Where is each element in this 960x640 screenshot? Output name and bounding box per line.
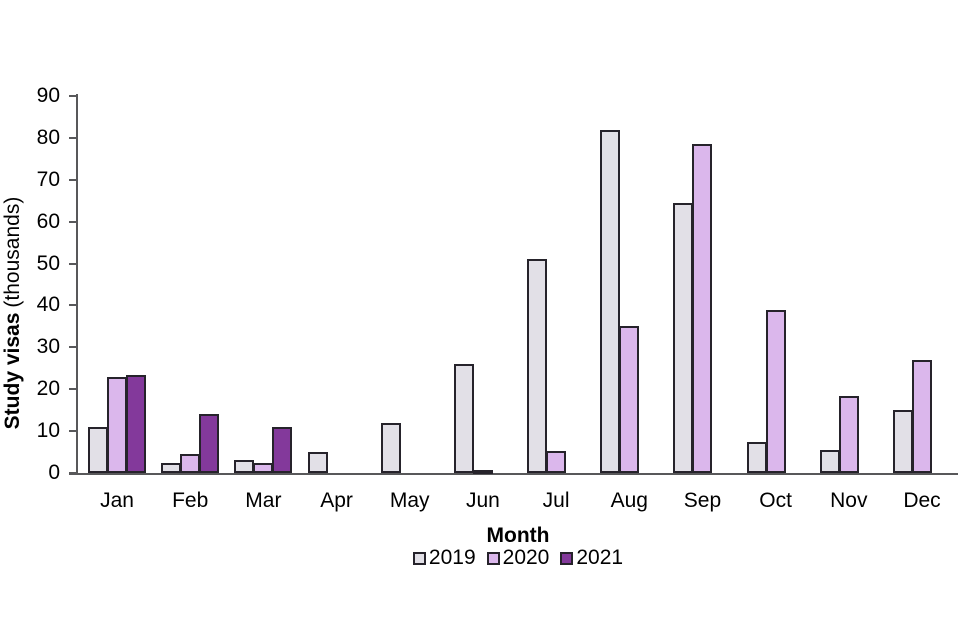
legend-swatch-2020 — [486, 551, 500, 565]
bar-2020-feb — [180, 454, 201, 473]
x-tick-label-oct: Oct — [759, 489, 792, 512]
y-tick — [69, 262, 77, 265]
x-tick-label-jun: Jun — [465, 489, 500, 512]
y-tick — [69, 220, 77, 223]
bar-2020-jan — [107, 377, 127, 473]
x-tick-label-jul: Jul — [542, 489, 570, 512]
y-tick — [69, 472, 77, 474]
y-tick — [69, 346, 77, 349]
legend-label-2020: 2020 — [502, 546, 550, 569]
y-tick — [69, 178, 77, 181]
legend: 2019 2020 2021 — [78, 546, 958, 570]
x-tick-label-feb: Feb — [172, 489, 209, 512]
bar-2021-feb — [199, 414, 220, 473]
bar-2020-sep — [692, 144, 713, 473]
bar-2020-aug — [619, 326, 640, 473]
bar-2019-jun — [453, 364, 474, 473]
bar-2019-aug — [600, 130, 621, 473]
legend-label-2019: 2019 — [428, 546, 476, 569]
bar-2020-jun — [472, 470, 493, 474]
bar-2019-may — [380, 423, 401, 473]
bar-2019-jul — [527, 259, 548, 473]
x-tick-label-aug: Aug — [610, 489, 648, 512]
bar-2020-oct — [765, 310, 786, 473]
bar-2019-jan — [88, 427, 108, 473]
bar-2021-mar — [272, 427, 293, 473]
y-tick-label: 90 — [36, 84, 60, 107]
x-tick-label-nov: Nov — [830, 489, 868, 512]
y-tick — [69, 136, 77, 139]
bar-2019-apr — [307, 452, 328, 473]
bar-2020-mar — [253, 463, 274, 473]
y-tick-label: 40 — [36, 293, 60, 317]
bar-2020-dec — [912, 360, 932, 473]
y-tick — [69, 95, 77, 97]
bar-2020-jul — [546, 451, 567, 473]
bar-2019-dec — [893, 410, 913, 473]
bar-2019-oct — [746, 442, 767, 473]
y-tick-label: 70 — [36, 167, 60, 191]
legend-swatch-2021 — [560, 551, 574, 565]
y-tick-label: 0 — [48, 461, 60, 484]
bar-2020-nov — [838, 396, 859, 473]
bar-2019-sep — [673, 203, 694, 473]
y-tick-label: 30 — [36, 335, 60, 359]
x-tick-label-sep: Sep — [683, 489, 722, 512]
legend-label-2021: 2021 — [576, 546, 624, 569]
y-tick-label: 60 — [36, 209, 60, 233]
y-tick — [69, 388, 77, 391]
x-axis-line — [69, 473, 958, 475]
x-tick-label-apr: Apr — [320, 489, 353, 512]
y-axis-line — [76, 94, 78, 475]
x-tick-label-dec: Dec — [903, 489, 941, 512]
y-tick — [69, 304, 77, 307]
bar-2019-mar — [234, 460, 255, 473]
y-tick-label: 50 — [36, 251, 60, 275]
x-axis-title: Month — [486, 524, 550, 547]
x-tick-label-may: May — [389, 489, 430, 512]
y-tick — [69, 430, 77, 433]
legend-item-2021: 2021 — [560, 547, 623, 569]
y-tick-label: 20 — [36, 377, 60, 401]
legend-swatch-2019 — [412, 551, 426, 565]
bar-2021-jan — [126, 375, 146, 473]
y-tick-label: 10 — [36, 419, 60, 443]
legend-item-2020: 2020 — [486, 546, 550, 569]
bar-2019-feb — [161, 463, 182, 473]
y-tick-label: 80 — [36, 125, 60, 149]
x-tick-label-mar: Mar — [245, 489, 282, 512]
bar-2019-nov — [819, 450, 840, 473]
y-axis-title-bold: Study visas — [1, 312, 24, 430]
x-tick-label-jan: Jan — [100, 489, 134, 512]
legend-item-2019: 2019 — [412, 546, 476, 569]
